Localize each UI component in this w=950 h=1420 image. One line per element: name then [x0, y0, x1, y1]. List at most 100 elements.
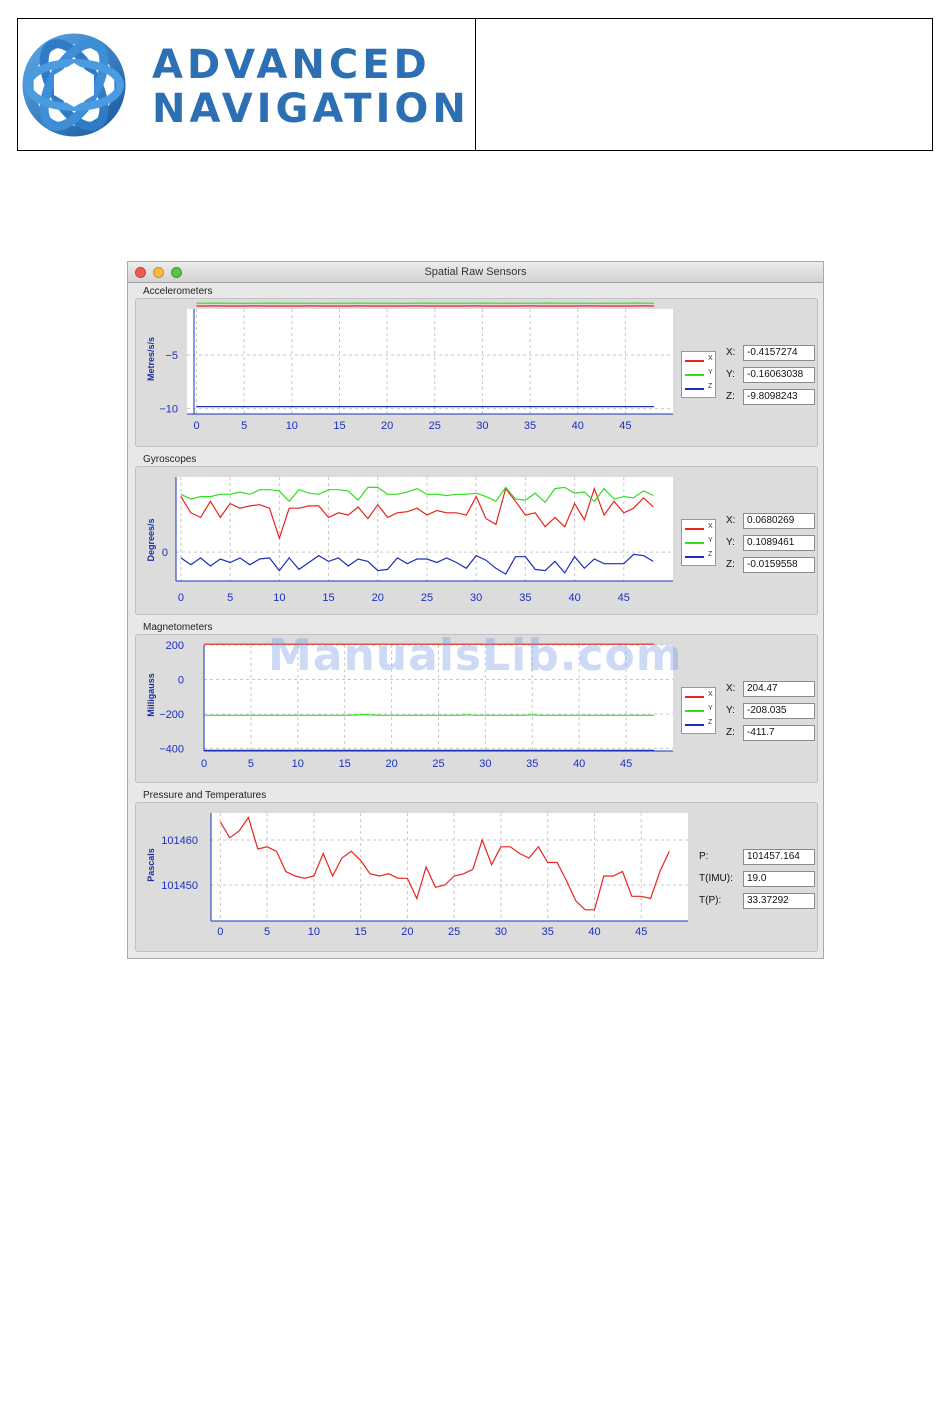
accel-x-field[interactable]: -0.4157274: [743, 345, 815, 361]
gyro-y-label: Y:: [726, 537, 735, 548]
mag-z-field[interactable]: -411.7: [743, 725, 815, 741]
x-tick-label: 10: [273, 592, 285, 604]
mag-y-label: Y:: [726, 705, 735, 716]
x-tick-label: 10: [292, 758, 304, 770]
series-line-y: [180, 486, 654, 504]
y-tick-label: −10: [159, 404, 178, 416]
x-tick-label: 40: [572, 420, 584, 432]
x-tick-label: 25: [432, 758, 444, 770]
press-p-label: P:: [699, 851, 709, 862]
x-tick-label: 20: [401, 926, 413, 938]
window-titlebar[interactable]: Spatial Raw Sensors: [128, 262, 823, 283]
x-tick-label: 45: [619, 420, 631, 432]
gyro-x-label: X:: [726, 515, 736, 526]
window-title: Spatial Raw Sensors: [424, 266, 527, 278]
x-tick-label: 0: [193, 420, 199, 432]
gyroscopes-panel: Degrees/s 0 5 10 15 20 25 30 35 40 45 0 X Y Z X: 0…: [135, 466, 818, 615]
series-line-y: [204, 713, 655, 716]
brand-wordmark: ADVANCED NAVIGATION: [152, 43, 470, 131]
legend-entry-z: Z: [684, 551, 715, 561]
x-tick-label: 20: [381, 420, 393, 432]
x-tick-label: 45: [635, 926, 647, 938]
y-tick-label: 101460: [161, 835, 198, 847]
y-tick-label: −400: [159, 743, 184, 755]
y-tick-label: −200: [159, 709, 184, 721]
legend-entry-y: Y: [684, 537, 715, 547]
x-tick-label: 30: [476, 420, 488, 432]
x-tick-label: 20: [385, 758, 397, 770]
gyro-legend: X Y Z: [681, 519, 716, 566]
press-timu-label: T(IMU):: [699, 873, 733, 884]
y-tick-label: 0: [162, 547, 168, 559]
gyro-y-field[interactable]: 0.1089461: [743, 535, 815, 551]
accel-y-field[interactable]: -0.16063038: [743, 367, 815, 383]
mag-chart: 0 5 10 15 20 25 30 35 40 45 200 0 −200 −400: [159, 640, 673, 770]
x-tick-label: 35: [524, 420, 536, 432]
x-tick-label: 35: [526, 758, 538, 770]
x-tick-label: 0: [217, 926, 223, 938]
x-tick-label: 0: [178, 592, 184, 604]
x-tick-label: 40: [573, 758, 585, 770]
accel-x-label: X:: [726, 347, 736, 358]
mag-x-field[interactable]: 204.47: [743, 681, 815, 697]
y-tick-label: −5: [165, 350, 178, 362]
mag-legend: X Y Z: [681, 687, 716, 734]
x-tick-label: 5: [241, 420, 247, 432]
press-chart: 0 5 10 15 20 25 30 35 40 45 101460 101450: [161, 813, 688, 938]
x-tick-label: 40: [568, 592, 580, 604]
x-tick-label: 15: [322, 592, 334, 604]
legend-entry-z: Z: [684, 383, 715, 393]
accel-z-label: Z:: [726, 391, 735, 402]
zoom-button[interactable]: [171, 267, 182, 278]
x-tick-label: 5: [248, 758, 254, 770]
accelerometers-panel: Metres/s/s 0 5 10 15 20 25 30 35 40 45 −5 −10 X Y Z…: [135, 298, 818, 447]
legend-entry-y: Y: [684, 369, 715, 379]
x-tick-label: 40: [588, 926, 600, 938]
accel-plot-area: [187, 309, 673, 414]
x-tick-label: 25: [448, 926, 460, 938]
x-tick-label: 45: [620, 758, 632, 770]
gyro-x-field[interactable]: 0.0680269: [743, 513, 815, 529]
series-line-z: [180, 553, 654, 575]
x-tick-label: 30: [495, 926, 507, 938]
press-tp-field[interactable]: 33.37292: [743, 893, 815, 909]
x-tick-label: 35: [519, 592, 531, 604]
header-divider: [475, 19, 476, 150]
document-header: ADVANCED NAVIGATION: [17, 18, 933, 151]
x-tick-label: 30: [479, 758, 491, 770]
advanced-navigation-logo-icon: [22, 33, 126, 137]
mag-y-field[interactable]: -208.035: [743, 703, 815, 719]
x-tick-label: 5: [227, 592, 233, 604]
x-tick-label: 20: [372, 592, 384, 604]
x-tick-label: 45: [618, 592, 630, 604]
spatial-raw-sensors-window: Spatial Raw Sensors Accelerometers Metre…: [127, 261, 824, 959]
gyro-z-field[interactable]: -0.0159558: [743, 557, 815, 573]
legend-entry-y: Y: [684, 705, 715, 715]
press-timu-field[interactable]: 19.0: [743, 871, 815, 887]
pressure-panel: Pascals 0 5 10 15 20 25 30 35 40 45 101460 101450 P…: [135, 802, 818, 952]
series-line-x: [180, 486, 654, 541]
y-tick-label: 0: [178, 674, 184, 686]
press-p-field[interactable]: 101457.164: [743, 849, 815, 865]
series-line-p: [219, 816, 670, 911]
gyroscopes-section-title: Gyroscopes: [143, 454, 197, 465]
close-button[interactable]: [135, 267, 146, 278]
mag-z-label: Z:: [726, 727, 735, 738]
x-tick-label: 25: [421, 592, 433, 604]
minimize-button[interactable]: [153, 267, 164, 278]
gyro-z-label: Z:: [726, 559, 735, 570]
press-plot-area: [211, 813, 688, 921]
magnetometers-panel: Milligauss 0 5 10 15 20 25 30 35 40 45 200 0 −200 −40…: [135, 634, 818, 783]
brand-line-2: NAVIGATION: [152, 86, 470, 132]
accel-y-label: Y:: [726, 369, 735, 380]
legend-entry-x: X: [684, 691, 715, 701]
accel-chart: 0 5 10 15 20 25 30 35 40 45 −5 −10: [159, 302, 673, 432]
mag-x-label: X:: [726, 683, 736, 694]
x-tick-label: 10: [286, 420, 298, 432]
x-tick-label: 15: [355, 926, 367, 938]
x-tick-label: 15: [339, 758, 351, 770]
x-tick-label: 15: [333, 420, 345, 432]
x-tick-label: 30: [470, 592, 482, 604]
x-tick-label: 35: [542, 926, 554, 938]
accel-z-field[interactable]: -9.8098243: [743, 389, 815, 405]
